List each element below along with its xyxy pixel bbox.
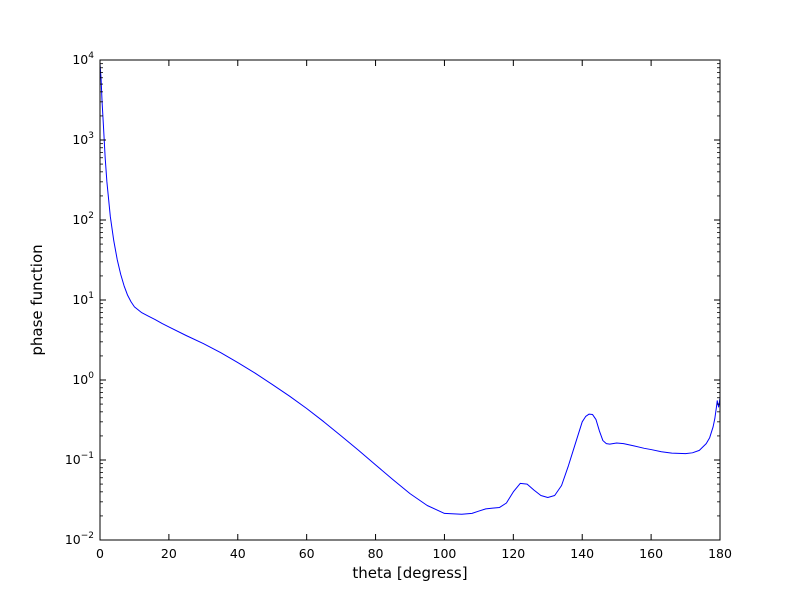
y-tick-label: 104 bbox=[72, 51, 94, 67]
y-tick-label: 100 bbox=[72, 371, 94, 387]
y-tick-label: 101 bbox=[72, 291, 94, 307]
x-tick-label: 0 bbox=[96, 546, 104, 561]
x-tick-label: 40 bbox=[230, 546, 246, 561]
data-line-phase-function bbox=[100, 63, 720, 515]
y-tick-label: 102 bbox=[72, 211, 94, 227]
y-axis-ticks bbox=[100, 59, 720, 541]
y-axis-minor-ticks bbox=[100, 63, 720, 517]
x-tick-label: 120 bbox=[501, 546, 525, 561]
x-tick-labels: 0 20 40 60 80 100 120 140 160 180 bbox=[96, 546, 732, 561]
y-tick-label: 10−2 bbox=[65, 531, 94, 547]
y-tick-label: 103 bbox=[72, 131, 94, 147]
x-tick-label: 80 bbox=[368, 546, 384, 561]
x-tick-label: 100 bbox=[433, 546, 457, 561]
x-tick-label: 160 bbox=[639, 546, 663, 561]
x-tick-label: 60 bbox=[299, 546, 315, 561]
x-tick-label: 20 bbox=[161, 546, 177, 561]
x-tick-label: 140 bbox=[570, 546, 594, 561]
x-axis-label: theta [degress] bbox=[352, 564, 467, 582]
y-tick-labels: 10−2 10−1 100 101 102 103 104 bbox=[65, 51, 94, 547]
y-tick-label: 10−1 bbox=[65, 451, 94, 467]
x-tick-label: 180 bbox=[708, 546, 732, 561]
y-axis-label: phase function bbox=[28, 244, 46, 355]
x-axis-ticks bbox=[99, 60, 721, 540]
